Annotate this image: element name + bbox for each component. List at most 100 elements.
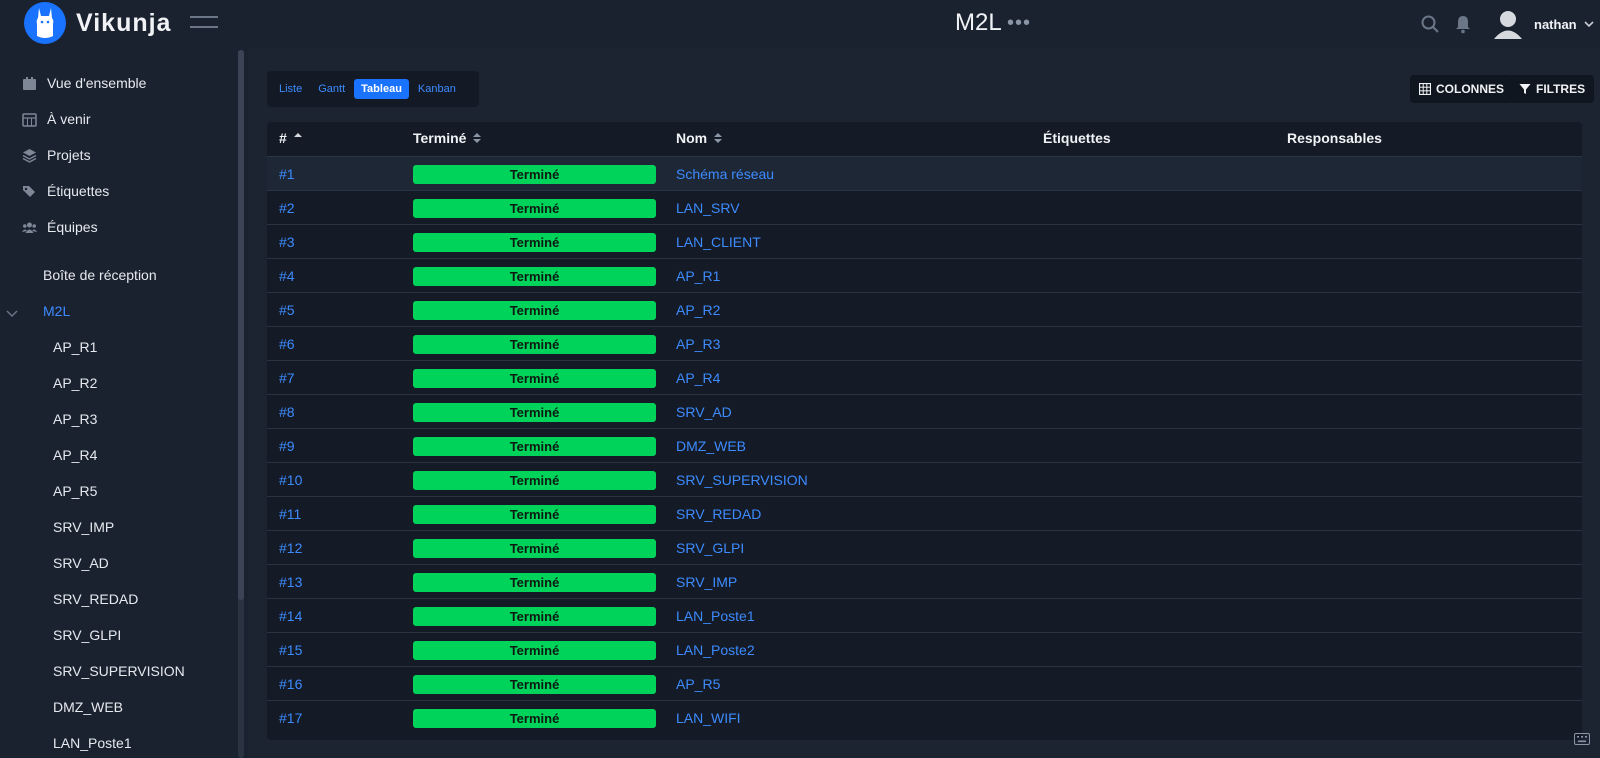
- sidebar-subproject[interactable]: SRV_GLPI: [53, 627, 122, 643]
- app-logo[interactable]: Vikunja: [24, 2, 171, 44]
- sidebar-subproject[interactable]: LAN_Poste1: [53, 735, 132, 751]
- sidebar-subproject[interactable]: AP_R2: [53, 375, 98, 391]
- table-row[interactable]: #7 Terminé AP_R4: [267, 361, 1582, 395]
- task-name-link[interactable]: AP_R3: [676, 336, 721, 352]
- task-name-link[interactable]: SRV_SUPERVISION: [676, 472, 808, 488]
- tab-list[interactable]: Liste: [279, 83, 303, 95]
- task-id-link[interactable]: #3: [279, 234, 295, 250]
- task-name-link[interactable]: AP_R4: [676, 370, 721, 386]
- task-name-link[interactable]: LAN_SRV: [676, 200, 740, 216]
- menu-toggle-icon[interactable]: [190, 16, 218, 32]
- task-name-link[interactable]: SRV_IMP: [676, 574, 738, 590]
- sidebar-subproject[interactable]: DMZ_WEB: [53, 699, 123, 715]
- sidebar-subproject[interactable]: SRV_SUPERVISION: [53, 663, 185, 679]
- table-row[interactable]: #1 Terminé Schéma réseau: [267, 157, 1582, 191]
- task-name-link[interactable]: SRV_GLPI: [676, 540, 745, 556]
- sidebar-item-label: Étiquettes: [47, 183, 110, 199]
- task-name-link[interactable]: AP_R2: [676, 302, 721, 318]
- task-id-link[interactable]: #2: [279, 200, 295, 216]
- task-id-link[interactable]: #13: [279, 574, 303, 590]
- done-badge: Terminé: [413, 607, 656, 626]
- task-id-link[interactable]: #12: [279, 540, 303, 556]
- tab-gantt[interactable]: Gantt: [318, 83, 346, 95]
- table-row[interactable]: #4 Terminé AP_R1: [267, 259, 1582, 293]
- table-row[interactable]: #15 Terminé LAN_Poste2: [267, 633, 1582, 667]
- task-id-link[interactable]: #11: [279, 506, 302, 522]
- search-icon[interactable]: [1420, 14, 1440, 34]
- table-row[interactable]: #3 Terminé LAN_CLIENT: [267, 225, 1582, 259]
- table-row[interactable]: #17 Terminé LAN_WIFI: [267, 701, 1582, 735]
- task-name-link[interactable]: LAN_WIFI: [676, 710, 741, 726]
- done-badge: Terminé: [413, 199, 656, 218]
- table-row[interactable]: #9 Terminé DMZ_WEB: [267, 429, 1582, 463]
- columns-button-label: COLONNES: [1436, 82, 1505, 96]
- keyboard-icon[interactable]: [1574, 733, 1590, 745]
- sidebar-subproject[interactable]: AP_R1: [53, 339, 98, 355]
- task-name-link[interactable]: SRV_AD: [676, 404, 732, 420]
- task-name-link[interactable]: LAN_Poste1: [676, 608, 755, 624]
- task-id-link[interactable]: #17: [279, 710, 303, 726]
- sidebar-subproject[interactable]: AP_R5: [53, 483, 98, 499]
- sidebar-item-project-m2l[interactable]: M2L: [43, 303, 71, 319]
- task-name-link[interactable]: AP_R5: [676, 676, 721, 692]
- task-id-link[interactable]: #4: [279, 268, 295, 284]
- sidebar-subproject[interactable]: AP_R3: [53, 411, 98, 427]
- task-name-link[interactable]: SRV_REDAD: [676, 506, 762, 522]
- sidebar-item-upcoming[interactable]: À venir: [22, 108, 91, 130]
- table-row[interactable]: #16 Terminé AP_R5: [267, 667, 1582, 701]
- task-id-link[interactable]: #9: [279, 438, 295, 454]
- sidebar-item-label: À venir: [47, 111, 91, 127]
- table-row[interactable]: #2 Terminé LAN_SRV: [267, 191, 1582, 225]
- sidebar-subproject[interactable]: SRV_AD: [53, 555, 109, 571]
- tab-table[interactable]: Tableau: [354, 79, 409, 99]
- table-row[interactable]: #11 Terminé SRV_REDAD: [267, 497, 1582, 531]
- sidebar-item-overview[interactable]: Vue d'ensemble: [22, 72, 146, 94]
- sidebar-subproject[interactable]: SRV_IMP: [53, 519, 115, 535]
- done-badge: Terminé: [413, 709, 656, 728]
- task-id-link[interactable]: #16: [279, 676, 303, 692]
- task-name-link[interactable]: DMZ_WEB: [676, 438, 746, 454]
- task-id-link[interactable]: #10: [279, 472, 303, 488]
- column-header-done[interactable]: Terminé: [413, 130, 482, 146]
- task-id-link[interactable]: #14: [279, 608, 303, 624]
- task-id-link[interactable]: #8: [279, 404, 295, 420]
- done-badge: Terminé: [413, 165, 656, 184]
- filter-icon: [1519, 84, 1531, 94]
- task-name-link[interactable]: Schéma réseau: [676, 166, 775, 182]
- columns-button[interactable]: COLONNES: [1410, 75, 1514, 103]
- bell-icon[interactable]: [1453, 14, 1473, 34]
- chevron-down-icon[interactable]: [5, 306, 19, 320]
- sidebar-scrollbar[interactable]: [238, 50, 244, 758]
- user-menu[interactable]: nathan: [1492, 8, 1595, 40]
- task-id-link[interactable]: #1: [279, 166, 295, 182]
- sidebar-subproject[interactable]: SRV_REDAD: [53, 591, 139, 607]
- sidebar-item-labels[interactable]: Étiquettes: [22, 180, 109, 202]
- table-row[interactable]: #8 Terminé SRV_AD: [267, 395, 1582, 429]
- sidebar-item-teams[interactable]: Équipes: [22, 216, 98, 238]
- table-row[interactable]: #13 Terminé SRV_IMP: [267, 565, 1582, 599]
- task-id-link[interactable]: #5: [279, 302, 295, 318]
- sidebar-item-projects[interactable]: Projets: [22, 144, 91, 166]
- sidebar-subproject[interactable]: AP_R4: [53, 447, 98, 463]
- tab-kanban[interactable]: Kanban: [417, 83, 456, 95]
- filters-button[interactable]: FILTRES: [1510, 75, 1595, 103]
- table-row[interactable]: #14 Terminé LAN_Poste1: [267, 599, 1582, 633]
- column-header-id[interactable]: #: [279, 130, 303, 146]
- task-id-link[interactable]: #6: [279, 336, 295, 352]
- scrollbar-thumb[interactable]: [238, 50, 244, 600]
- table-row[interactable]: #6 Terminé AP_R3: [267, 327, 1582, 361]
- task-name-link[interactable]: AP_R1: [676, 268, 721, 284]
- task-name-link[interactable]: LAN_Poste2: [676, 642, 755, 658]
- grid-icon: [1419, 83, 1431, 95]
- table-row[interactable]: #12 Terminé SRV_GLPI: [267, 531, 1582, 565]
- table-row[interactable]: #10 Terminé SRV_SUPERVISION: [267, 463, 1582, 497]
- table-row[interactable]: #5 Terminé AP_R2: [267, 293, 1582, 327]
- sidebar-item-label: Projets: [47, 147, 91, 163]
- ellipsis-icon[interactable]: •••: [1007, 12, 1032, 34]
- column-header-name[interactable]: Nom: [676, 130, 723, 146]
- task-name-link[interactable]: LAN_CLIENT: [676, 234, 761, 250]
- sidebar-item-inbox[interactable]: Boîte de réception: [43, 267, 157, 283]
- task-id-link[interactable]: #15: [279, 642, 303, 658]
- sidebar: Vue d'ensemble À venir Projets Étiquette…: [0, 48, 240, 758]
- task-id-link[interactable]: #7: [279, 370, 295, 386]
